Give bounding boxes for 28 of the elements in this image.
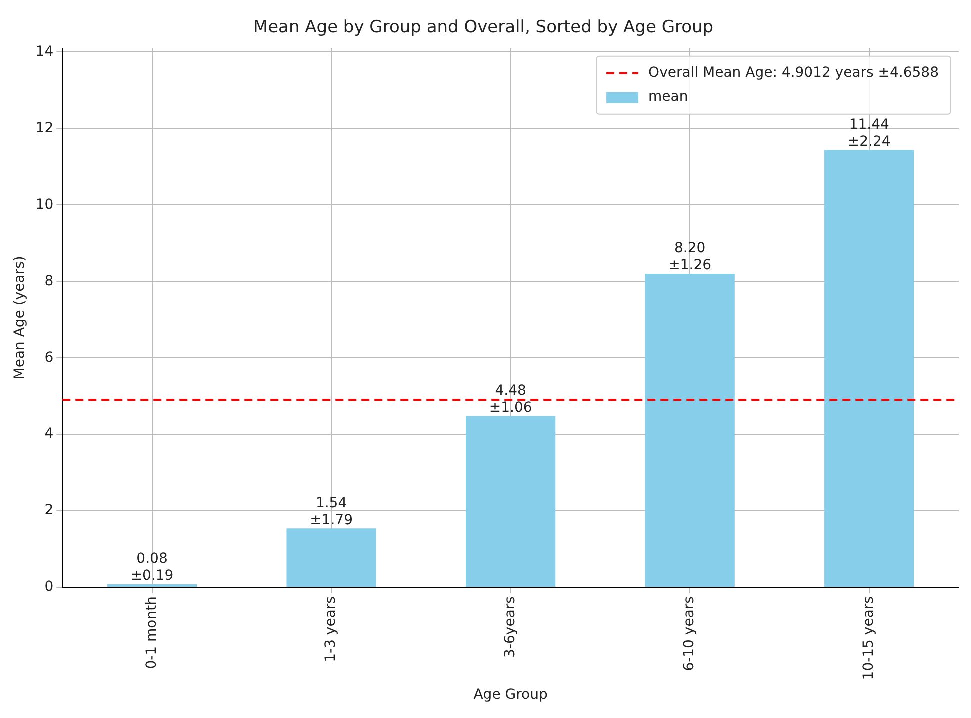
x-tick-label: 10-15 years [861,596,877,680]
data-label: 0.08 ±0.19 [130,551,174,584]
x-tick-label: 0-1 month [144,596,160,670]
x-tick-label: 1-3 years [323,596,340,662]
y-tick-label: 14 [36,44,54,60]
bar [824,150,914,588]
y-tick-label: 0 [44,579,54,596]
y-tick-label: 2 [44,502,54,519]
data-label: 11.44 ±2.24 [848,116,891,150]
y-axis-title: Mean Age (years) [12,256,28,380]
chart-title: Mean Age by Group and Overall, Sorted by Age Group [253,18,714,38]
x-tick-label: 3-6years [502,596,518,658]
y-tick-label: 12 [36,120,54,136]
data-label: 8.20 ±1.26 [668,240,712,274]
data-label: 1.54 ±1.79 [310,495,353,528]
y-tick-label: 8 [44,273,54,290]
bar [645,274,735,588]
x-axis-title: Age Group [474,687,548,704]
legend-label: Overall Mean Age: 4.9012 years ±4.6588 [648,65,939,82]
y-tick-label: 4 [44,426,54,442]
bar [107,584,198,588]
x-tick-label: 6-10 years [682,596,698,672]
bar [286,528,376,588]
y-tick-label: 6 [44,350,54,366]
data-label: 4.48 ±1.06 [489,382,532,416]
y-tick-label: 10 [36,196,54,213]
bar [466,416,556,588]
legend-label: mean [648,89,688,106]
